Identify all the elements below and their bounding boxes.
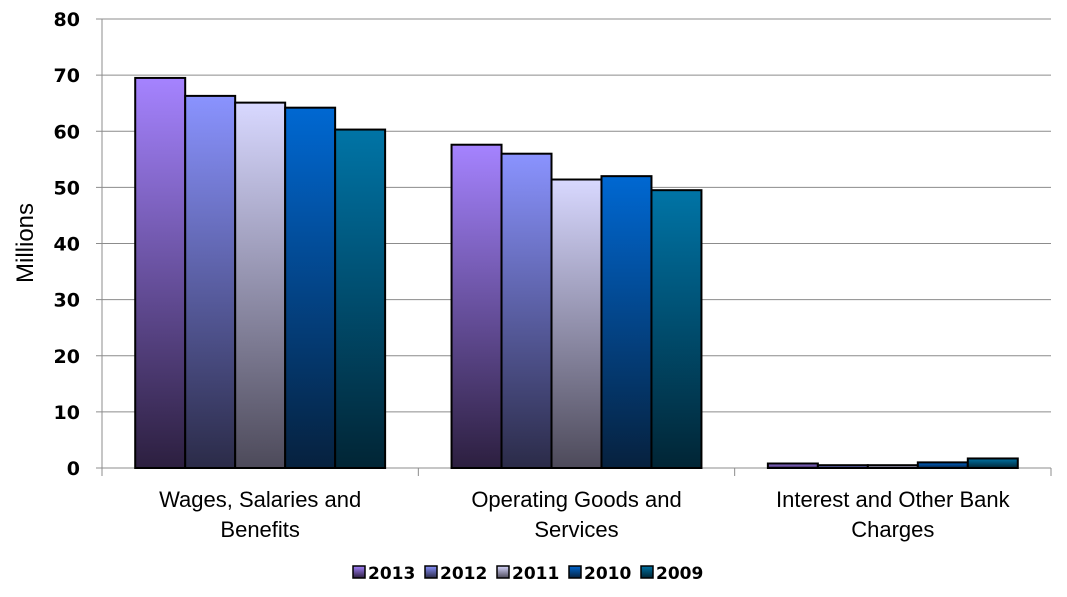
y-tick-label: 70	[54, 65, 80, 87]
x-category-label: Benefits	[220, 517, 300, 542]
bar-2013	[766, 462, 819, 470]
x-category-labels: Wages, Salaries and Benefits Operating Goo…	[159, 487, 1011, 542]
y-tick-label: 20	[54, 346, 80, 368]
bar-2012	[500, 152, 553, 469]
x-category-label: Interest and Other Bank	[776, 487, 1011, 512]
legend: 2013 2012 2011 2010 2009	[352, 564, 703, 584]
bar-2009	[334, 128, 387, 469]
x-category-label: Services	[534, 517, 618, 542]
legend-label: 2010	[584, 564, 631, 584]
x-category-label: Charges	[851, 517, 934, 542]
y-tick-label: 50	[54, 177, 80, 199]
bar-2011	[550, 178, 603, 470]
legend-swatch-2009	[640, 565, 654, 579]
y-tick-label: 80	[54, 9, 80, 31]
legend-swatch-2012	[424, 565, 438, 579]
bar-2009	[650, 189, 703, 469]
bar-2011	[234, 101, 287, 469]
y-axis-label: Millions	[12, 203, 39, 283]
legend-label: 2009	[656, 564, 703, 584]
legend-label: 2011	[512, 564, 559, 584]
bars	[134, 76, 1019, 470]
bar-2013	[134, 76, 187, 470]
y-tick-label: 10	[54, 402, 80, 424]
legend-swatch-2011	[496, 565, 510, 579]
legend-label: 2012	[440, 564, 487, 584]
y-tick-label: 30	[54, 290, 80, 312]
legend-label: 2013	[368, 564, 415, 584]
bar-2010	[600, 175, 653, 469]
y-tick-label: 0	[67, 458, 80, 480]
bar-2011	[866, 464, 919, 470]
x-category-label: Wages, Salaries and	[159, 487, 361, 512]
bar-2012	[816, 464, 869, 470]
legend-swatch-2010	[568, 565, 582, 579]
y-tick-label: 40	[54, 234, 80, 256]
bar-2010	[916, 461, 969, 470]
bar-2009	[966, 457, 1019, 469]
bar-2013	[450, 143, 503, 469]
x-category-label: Operating Goods and	[471, 487, 681, 512]
y-tick-label: 60	[54, 121, 80, 143]
legend-swatch-2013	[352, 565, 366, 579]
y-tick-labels: 0 10 20 30 40 50 60 70 80	[54, 9, 80, 480]
bar-2012	[184, 94, 237, 470]
bar-2010	[284, 106, 337, 470]
